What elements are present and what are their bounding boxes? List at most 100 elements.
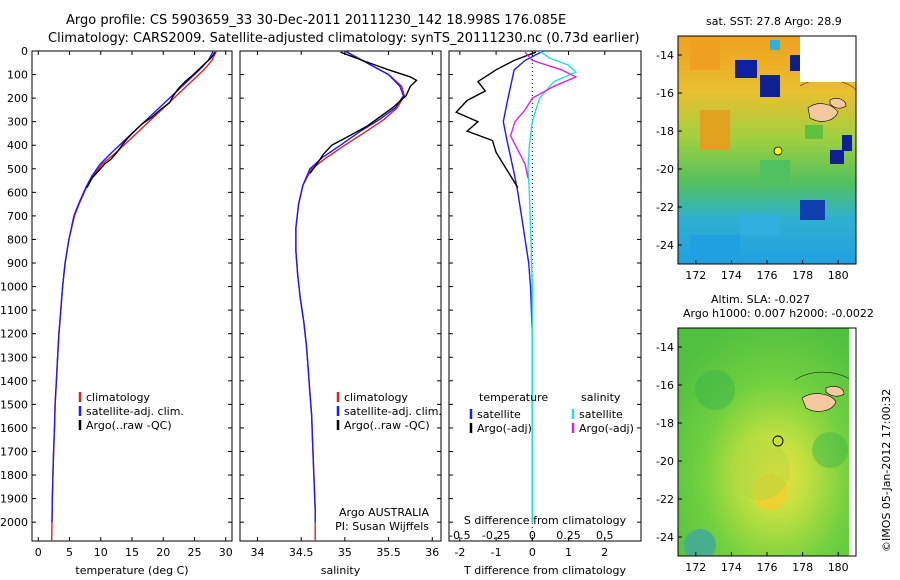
sla-patches — [684, 370, 848, 556]
salinity-series-climatology — [295, 50, 406, 541]
depth-tick-label: 1400 — [0, 375, 28, 388]
map-lat-tick-label: -20 — [656, 455, 674, 468]
temperature-x-tick-label: 10 — [94, 546, 108, 559]
figure-title-line2: Climatology: CARS2009. Satellite-adjuste… — [48, 31, 640, 46]
depth-tick-label: 2000 — [0, 516, 28, 529]
map-lat-tick-label: -22 — [656, 493, 674, 506]
difference-series-s-satellite — [527, 50, 578, 523]
depth-tick-label: 1200 — [0, 328, 28, 341]
map-lat-tick-label: -24 — [656, 531, 674, 544]
depth-tick-label: 1700 — [0, 445, 28, 458]
sst-map-ticks: 172 174 176 178 180 -14 -16 -18 -20 -22 -24 — [656, 49, 849, 282]
temperature-x-tick-label: 5 — [66, 546, 73, 559]
map-lat-tick-label: -24 — [656, 239, 674, 252]
difference-profile-panel: -2 -1 0 1 2 T difference from climatology -0.5… — [448, 50, 642, 577]
difference-x-tick-label: -2 — [454, 546, 465, 559]
temperature-legend-label: satellite-adj. clim. — [86, 405, 184, 418]
depth-tick-label: 1800 — [0, 469, 28, 482]
salinity-diff-tick-label: 0.5 — [596, 529, 614, 542]
salinity-xlabel: salinity — [321, 564, 361, 577]
depth-tick-label: 200 — [7, 92, 28, 105]
salinity-series-argo-raw-qc- — [309, 51, 418, 174]
salinity-legend-label: satellite-adj. clim. — [344, 405, 442, 418]
salinity-x-tick-label: 36 — [425, 546, 439, 559]
diff-legend-label: Argo(-adj) — [579, 422, 634, 435]
salinity-diff-tick-label: -0.25 — [482, 529, 510, 542]
difference-x-tick-label: 1 — [565, 546, 572, 559]
temperature-series-satellite-adj-clim- — [51, 50, 214, 523]
depth-tick-label: 1000 — [0, 281, 28, 294]
salinity-profile-panel: 34 34.5 35 35.5 36 salinity climatologysatelli… — [239, 50, 442, 577]
depth-tick-label: 100 — [7, 69, 28, 82]
salinity-x-tick-label: 35.5 — [376, 546, 401, 559]
temperature-legend-label: Argo(..raw -QC) — [86, 419, 172, 432]
salinity-diff-tick-label: -0.5 — [449, 529, 470, 542]
map-lat-tick-label: -16 — [656, 87, 674, 100]
map-lon-tick-label: 176 — [757, 561, 778, 574]
salinity-series-satellite-adj-clim- — [295, 50, 405, 523]
map-lon-tick-label: 176 — [757, 269, 778, 282]
depth-tick-label: 1100 — [0, 304, 28, 317]
sla-white-strip — [849, 328, 856, 556]
sla-argo-marker — [772, 435, 784, 447]
depth-tick-label: 400 — [7, 139, 28, 152]
salinity-annotation: PI: Susan Wijffels — [335, 520, 429, 533]
salinity-diff-tick-label: 0.25 — [556, 529, 581, 542]
depth-tick-label: 1600 — [0, 422, 28, 435]
salinity-diff-tick-label: 0 — [529, 529, 536, 542]
sla-land-islands — [794, 371, 856, 412]
depth-tick-label: 700 — [7, 210, 28, 223]
temperature-x-tick-label: 15 — [125, 546, 139, 559]
temperature-x-tick-label: 25 — [188, 546, 202, 559]
difference-x-tick-label: -1 — [491, 546, 502, 559]
sst-land-islands — [799, 79, 856, 122]
sst-map-title: sat. SST: 27.8 Argo: 28.9 — [706, 15, 842, 28]
sst-argo-marker — [773, 146, 783, 156]
difference-xlabel: T difference from climatology — [463, 564, 626, 577]
map-lat-tick-label: -14 — [656, 49, 674, 62]
depth-tick-label: 0 — [21, 45, 28, 58]
salinity-x-tick-label: 35 — [338, 546, 352, 559]
map-lon-tick-label: 178 — [792, 561, 813, 574]
depth-tick-label: 1900 — [0, 493, 28, 506]
diff-legend-header-temperature: temperature — [479, 391, 548, 404]
salinity-x-tick-label: 34 — [250, 546, 264, 559]
diff-legend-label: Argo(-adj) — [477, 422, 532, 435]
depth-tick-label: 800 — [7, 233, 28, 246]
temperature-profile-panel: 0100200300400500600700800900100011001200… — [0, 45, 233, 577]
difference-series-t-satellite — [502, 50, 544, 523]
map-lon-tick-label: 180 — [828, 269, 849, 282]
map-lon-tick-label: 178 — [792, 269, 813, 282]
difference-x-tick-label: 0 — [529, 546, 536, 559]
depth-tick-label: 600 — [7, 186, 28, 199]
depth-tick-label: 500 — [7, 163, 28, 176]
map-lon-tick-label: 180 — [828, 561, 849, 574]
figure-title-line1: Argo profile: CS 5903659_33 30-Dec-2011 … — [66, 13, 566, 28]
sst-map: 172 174 176 178 180 -14 -16 -18 -20 -22 -24 — [656, 35, 857, 282]
temperature-series-climatology — [51, 50, 218, 542]
temperature-legend-label: climatology — [86, 391, 150, 404]
salinity-annotation: Argo AUSTRALIA — [339, 506, 429, 519]
diff-legend-label: satellite — [477, 408, 521, 421]
map-lon-tick-label: 172 — [685, 269, 706, 282]
sla-map-subtitle: Argo h1000: 0.007 h2000: -0.0022 — [683, 307, 874, 320]
temperature-series-argo-raw-qc- — [86, 51, 216, 188]
salinity-x-tick-label: 34.5 — [289, 546, 314, 559]
map-lat-tick-label: -22 — [656, 201, 674, 214]
map-lon-tick-label: 174 — [721, 561, 742, 574]
difference-series-t-argo-adj- — [455, 51, 537, 188]
sst-patches — [690, 40, 852, 260]
depth-tick-label: 1300 — [0, 351, 28, 364]
difference-axes-box — [448, 50, 642, 542]
temperature-xlabel: temperature (deg C) — [75, 564, 188, 577]
imos-credit: ©IMOS 05-Jan-2012 17:00:32 — [880, 389, 893, 552]
map-lat-tick-label: -16 — [656, 379, 674, 392]
map-lat-tick-label: -18 — [656, 417, 674, 430]
diff-legend-header-salinity: salinity — [581, 391, 621, 404]
temperature-x-tick-label: 30 — [219, 546, 233, 559]
map-lat-tick-label: -20 — [656, 163, 674, 176]
map-lat-tick-label: -18 — [656, 125, 674, 138]
map-lon-tick-label: 174 — [721, 269, 742, 282]
difference-x-tick-label: 2 — [601, 546, 608, 559]
sla-map-title: Altim. SLA: -0.027 — [711, 293, 810, 306]
